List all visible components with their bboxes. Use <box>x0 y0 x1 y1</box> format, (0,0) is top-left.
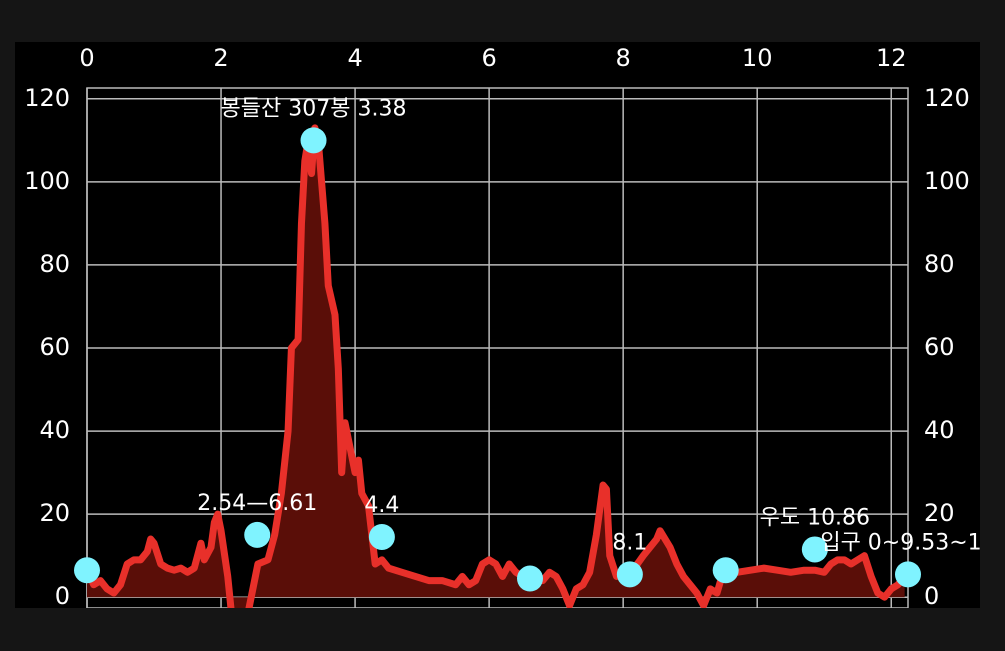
y2-tick-label: 120 <box>924 84 970 112</box>
x-tick-label: 10 <box>742 44 773 72</box>
x-tick-label: 6 <box>481 44 496 72</box>
marker <box>616 561 643 588</box>
y2-tick-label: 40 <box>924 416 955 444</box>
marker <box>712 557 739 584</box>
marker <box>801 536 828 563</box>
y-tick-label: 100 <box>24 167 70 195</box>
y-tick-label: 40 <box>39 416 70 444</box>
marker <box>895 561 921 588</box>
marker-label: 4.4 <box>364 493 399 518</box>
y-tick-label: 60 <box>39 333 70 361</box>
y-tick-label: 120 <box>24 84 70 112</box>
y2-tick-label: 20 <box>924 499 955 527</box>
y-tick-label: 0 <box>55 582 70 610</box>
y2-tick-label: 0 <box>924 582 939 610</box>
x-tick-label: 0 <box>79 44 94 72</box>
x-tick-label: 2 <box>213 44 228 72</box>
y2-tick-label: 100 <box>924 167 970 195</box>
marker <box>74 557 100 584</box>
y-tick-label: 80 <box>39 250 70 278</box>
plot-border <box>86 87 909 608</box>
marker-label: 2.54—6.61 <box>197 491 317 516</box>
y-tick-label: 20 <box>39 499 70 527</box>
marker-label: 봉들산 307봉 3.38 <box>221 96 407 121</box>
marker-label: 입구 0~9.53~12 <box>820 530 995 555</box>
x-tick-label: 12 <box>876 44 907 72</box>
marker <box>300 127 327 154</box>
x-tick-label: 4 <box>347 44 362 72</box>
marker-label: 우도 10.86 <box>760 505 870 530</box>
y2-tick-label: 80 <box>924 250 955 278</box>
marker <box>368 523 395 550</box>
marker <box>244 521 271 548</box>
marker <box>517 565 544 592</box>
marker-label: 8.1 <box>612 530 647 555</box>
y2-tick-label: 60 <box>924 333 955 361</box>
x-tick-label: 8 <box>616 44 631 72</box>
area-fill <box>87 127 905 608</box>
